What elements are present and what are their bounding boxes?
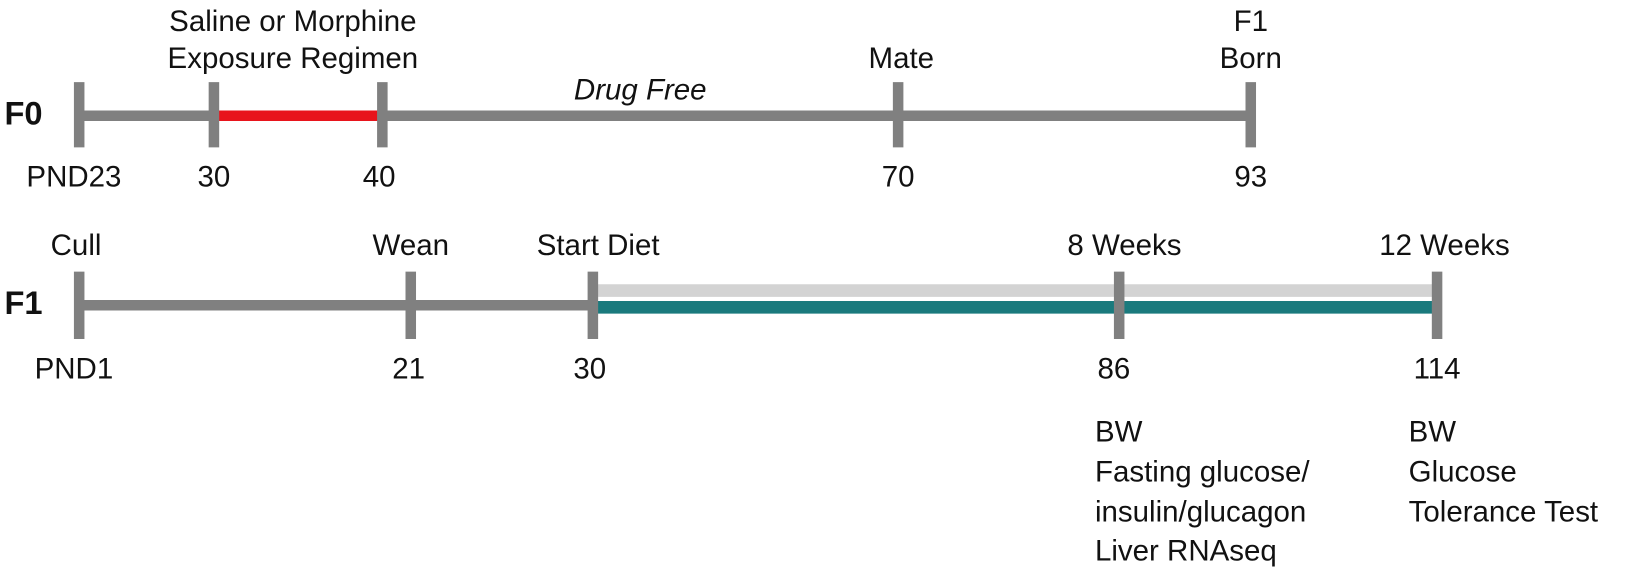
outcome: BW [1095,415,1143,448]
heading: Exposure Regimen [168,42,419,75]
heading: Saline or Morphine [169,5,416,38]
tick-label: 40 [363,161,396,194]
heading: 8 Weeks [1067,229,1181,262]
row-label: F0 [4,94,42,131]
row-label: F1 [4,284,42,321]
tick-label: 93 [1234,161,1267,194]
outcome: Glucose [1409,455,1517,488]
period-note: Drug Free [574,73,707,106]
tick-label: 86 [1098,352,1131,385]
tick-label: PND23 [26,161,121,194]
heading: Wean [373,229,449,262]
outcome: Liver RNAseq [1095,534,1277,567]
heading: Born [1220,42,1282,75]
heading: F1 [1234,5,1268,38]
heading: Cull [51,229,102,262]
heading: 12 Weeks [1379,229,1510,262]
tick-label: PND1 [35,352,114,385]
heading: Start Diet [537,229,660,262]
f1-row: F1 Cull Wean Start Diet 8 Weeks 12 Weeks… [4,229,1598,567]
tick-label: 30 [198,161,231,194]
tick-label: 70 [882,161,915,194]
f0-row: F0 Saline or Morphine Exposure Regimen M… [4,5,1281,194]
outcome: insulin/glucagon [1095,495,1306,528]
outcome: BW [1409,415,1457,448]
tick-label: 21 [392,352,425,385]
tick-label: 114 [1414,352,1461,385]
outcome: Fasting glucose/ [1095,455,1310,488]
heading: Mate [869,42,935,75]
tick-label: 30 [573,352,606,385]
outcome: Tolerance Test [1409,495,1598,528]
